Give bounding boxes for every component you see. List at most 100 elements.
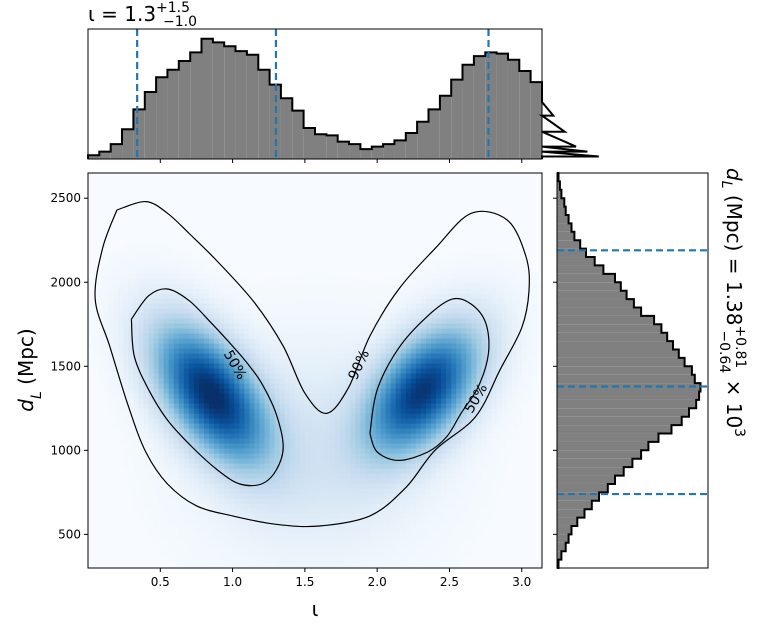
- heatmap-cell: [476, 388, 483, 394]
- heatmap-cell: [284, 528, 291, 534]
- heatmap-cell: [456, 398, 462, 404]
- heatmap-cell: [521, 278, 528, 284]
- heatmap-cell: [188, 413, 195, 419]
- heatmap-cell: [289, 563, 296, 568]
- heatmap-cell: [380, 518, 387, 524]
- heatmap-cell: [496, 293, 503, 299]
- heatmap-cell: [441, 438, 447, 444]
- heatmap-cell: [325, 373, 331, 379]
- heatmap-cell: [274, 443, 281, 449]
- heatmap-cell: [158, 243, 165, 249]
- heatmap-cell: [526, 293, 533, 299]
- heatmap-cell: [531, 323, 538, 329]
- heatmap-cell: [325, 303, 331, 309]
- heatmap-cell: [315, 548, 321, 554]
- heatmap-cell: [183, 398, 190, 404]
- heatmap-cell: [148, 248, 155, 254]
- heatmap-cell: [516, 328, 523, 334]
- heatmap-cell: [506, 448, 513, 454]
- heatmap-cell: [173, 488, 180, 494]
- heatmap-cell: [491, 458, 498, 464]
- heatmap-cell: [259, 433, 266, 439]
- heatmap-cell: [380, 553, 387, 559]
- heatmap-cell: [340, 318, 346, 324]
- heatmap-cell: [410, 478, 417, 484]
- heatmap-cell: [249, 298, 256, 304]
- heatmap-cell: [284, 473, 291, 479]
- heatmap-cell: [365, 403, 372, 409]
- heatmap-cell: [118, 288, 124, 294]
- heatmap-cell: [360, 468, 367, 474]
- heatmap-cell: [441, 378, 447, 384]
- heatmap-cell: [370, 313, 377, 319]
- heatmap-cell: [436, 298, 442, 304]
- heatmap-cell: [496, 463, 503, 469]
- heatmap-cell: [320, 308, 326, 314]
- heatmap-cell: [385, 563, 392, 568]
- heatmap-cell: [410, 273, 417, 279]
- heatmap-cell: [405, 503, 412, 509]
- heatmap-cell: [330, 393, 336, 399]
- heatmap-cell: [198, 293, 205, 299]
- heatmap-cell: [274, 543, 281, 549]
- heatmap-cell: [269, 558, 276, 564]
- heatmap-cell: [425, 508, 432, 514]
- heatmap-cell: [370, 398, 377, 404]
- heatmap-cell: [486, 418, 493, 424]
- heatmap-cell: [148, 308, 155, 314]
- heatmap-cell: [299, 483, 306, 489]
- heatmap-cell: [198, 523, 205, 529]
- heatmap-cell: [153, 438, 160, 444]
- heatmap-cell: [224, 358, 230, 364]
- heatmap-cell: [315, 283, 321, 289]
- heatmap-cell: [516, 353, 523, 359]
- heatmap-cell: [274, 463, 281, 469]
- heatmap-cell: [405, 563, 412, 568]
- heatmap-cell: [380, 438, 387, 444]
- heatmap-cell: [385, 543, 392, 549]
- heatmap-cell: [188, 503, 195, 509]
- heatmap-cell: [168, 308, 175, 314]
- heatmap-cell: [365, 483, 372, 489]
- heatmap-cell: [128, 298, 134, 304]
- heatmap-cell: [259, 508, 266, 514]
- heatmap-cell: [304, 313, 311, 319]
- heatmap-cell: [400, 438, 407, 444]
- heatmap-cell: [315, 318, 321, 324]
- heatmap-cell: [193, 563, 200, 568]
- heatmap-cell: [471, 403, 478, 409]
- heatmap-cell: [123, 458, 129, 464]
- heatmap-cell: [198, 413, 205, 419]
- heatmap-cell: [506, 323, 513, 329]
- heatmap-cell: [219, 278, 225, 284]
- heatmap-cell: [244, 448, 251, 454]
- heatmap-cell: [113, 388, 119, 394]
- heatmap-cell: [431, 488, 437, 494]
- heatmap-cell: [244, 323, 251, 329]
- heatmap-cell: [103, 273, 109, 279]
- heatmap-cell: [93, 323, 99, 329]
- heatmap-cell: [168, 313, 175, 319]
- heatmap-cell: [153, 483, 160, 489]
- heatmap-cell: [380, 508, 387, 514]
- heatmap-cell: [365, 323, 372, 329]
- heatmap-cell: [481, 503, 488, 509]
- heatmap-cell: [320, 448, 326, 454]
- heatmap-cell: [153, 368, 160, 374]
- heatmap-cell: [229, 413, 235, 419]
- heatmap-cell: [526, 378, 533, 384]
- heatmap-cell: [133, 448, 140, 454]
- heatmap-cell: [496, 388, 503, 394]
- heatmap-cell: [521, 358, 528, 364]
- heatmap-cell: [501, 263, 508, 269]
- heatmap-cell: [390, 488, 397, 494]
- heatmap-cell: [158, 353, 165, 359]
- heatmap-cell: [496, 398, 503, 404]
- heatmap-cell: [304, 448, 311, 454]
- heatmap-cell: [158, 423, 165, 429]
- heatmap-cell: [521, 373, 528, 379]
- heatmap-cell: [431, 293, 437, 299]
- heatmap-cell: [496, 478, 503, 484]
- heatmap-cell: [461, 553, 467, 559]
- heatmap-cell: [133, 438, 140, 444]
